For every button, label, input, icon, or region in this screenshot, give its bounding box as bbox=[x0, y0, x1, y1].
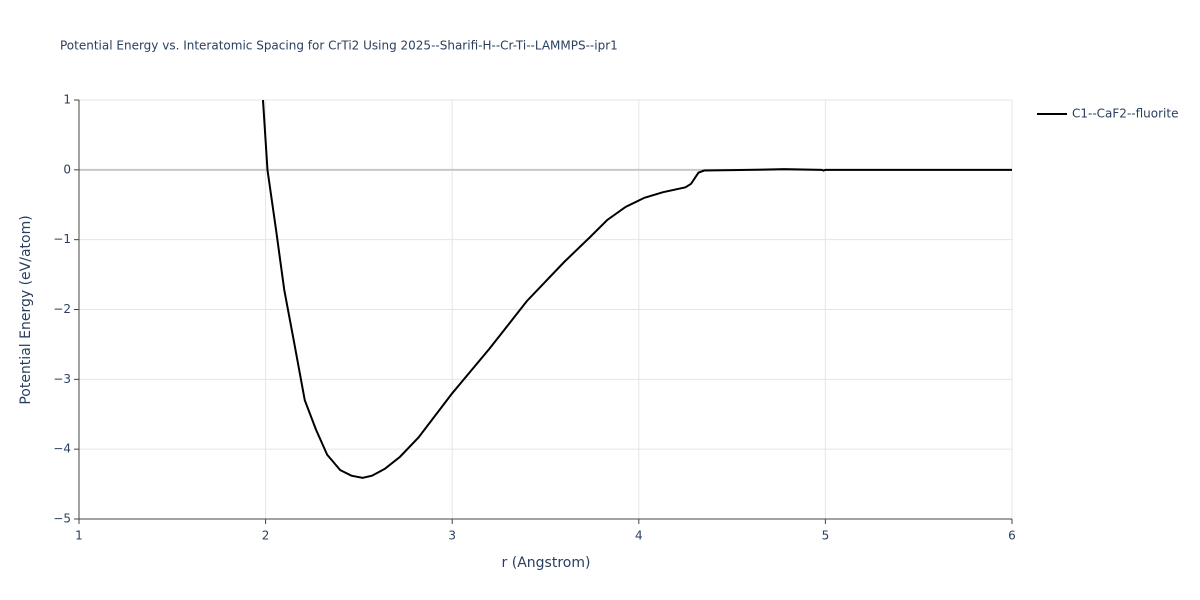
x-tick-label: 3 bbox=[448, 529, 456, 543]
y-tick-label: −1 bbox=[53, 232, 71, 246]
legend-label: C1--CaF2--fluorite bbox=[1072, 107, 1178, 121]
chart-title: Potential Energy vs. Interatomic Spacing… bbox=[60, 39, 618, 53]
x-tick-label: 2 bbox=[262, 529, 270, 543]
series-line bbox=[261, 100, 1012, 479]
y-tick-label: −2 bbox=[53, 302, 71, 316]
x-tick-label: 4 bbox=[635, 529, 643, 543]
y-axis-title: Potential Energy (eV/atom) bbox=[18, 215, 34, 404]
x-tick-label: 6 bbox=[1008, 529, 1016, 543]
y-tick-label: 0 bbox=[63, 162, 71, 176]
x-tick-label: 1 bbox=[75, 529, 83, 543]
x-axis-title: r (Angstrom) bbox=[502, 555, 591, 571]
x-tick-label: 5 bbox=[822, 529, 830, 543]
y-tick-label: −5 bbox=[53, 512, 71, 526]
y-tick-label: −3 bbox=[53, 372, 71, 386]
y-tick-label: 1 bbox=[63, 93, 71, 107]
plot-area bbox=[261, 100, 1012, 479]
y-tick-label: −4 bbox=[53, 442, 71, 456]
